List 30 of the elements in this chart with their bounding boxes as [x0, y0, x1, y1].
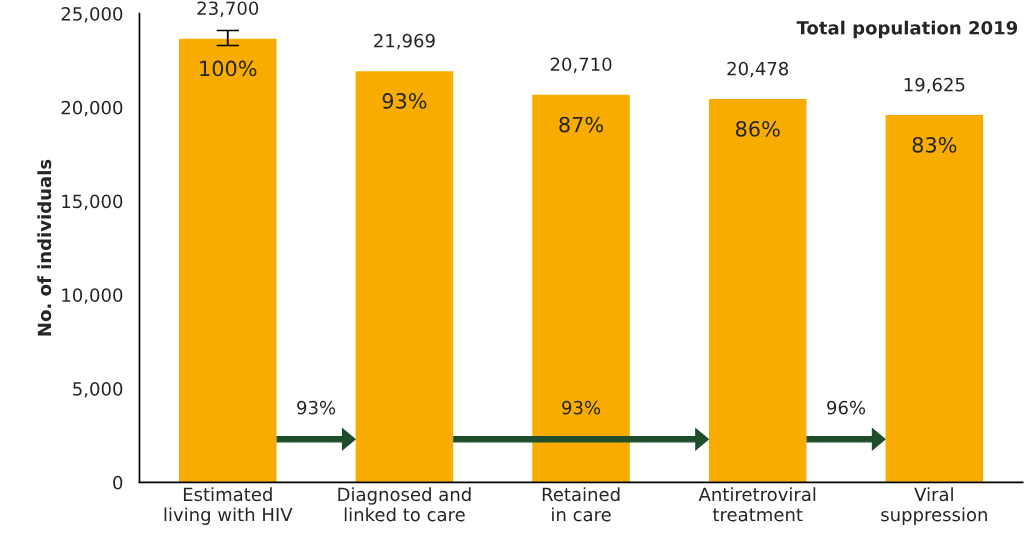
x-tick-label: Viral suppression — [881, 487, 987, 525]
annotation: 93% — [562, 400, 601, 415]
data-label: 23,700 — [197, 1, 259, 17]
annotation: 96% — [827, 400, 866, 415]
y-tick-label: 10,000 — [62, 288, 123, 304]
bar — [354, 69, 455, 483]
bar — [707, 97, 808, 483]
annotation: 100% — [200, 60, 257, 77]
bar — [177, 37, 278, 483]
y-tick-label: 20,000 — [61, 100, 123, 117]
annotation: 87% — [559, 116, 604, 133]
data-label: 19,625 — [904, 77, 965, 94]
y-tick-label: 5,000 — [73, 382, 123, 398]
annotation: 93% — [297, 400, 336, 415]
annotation: 86% — [735, 120, 780, 137]
x-tick-label: Diagnosed and linked to care — [338, 487, 471, 522]
chart-subtitle: Total population 2019 — [796, 20, 1018, 39]
y-tick-label: 15,000 — [62, 194, 123, 211]
data-label: 20,478 — [727, 61, 789, 78]
data-label: 21,969 — [374, 33, 435, 50]
bar — [884, 113, 985, 483]
x-tick-label: Estimated living with HIV — [164, 487, 293, 525]
annotation: 83% — [912, 136, 957, 153]
data-label: 20,710 — [550, 57, 612, 73]
y-tick-label: 0 — [113, 475, 123, 490]
x-tick-label: Antiretroviral treatment — [698, 487, 816, 522]
y-axis-title: No. of individuals — [37, 159, 52, 336]
annotation: 93% — [382, 93, 427, 109]
x-tick-label: Retained in care — [542, 487, 620, 522]
y-tick-label: 25,000 — [61, 7, 123, 23]
